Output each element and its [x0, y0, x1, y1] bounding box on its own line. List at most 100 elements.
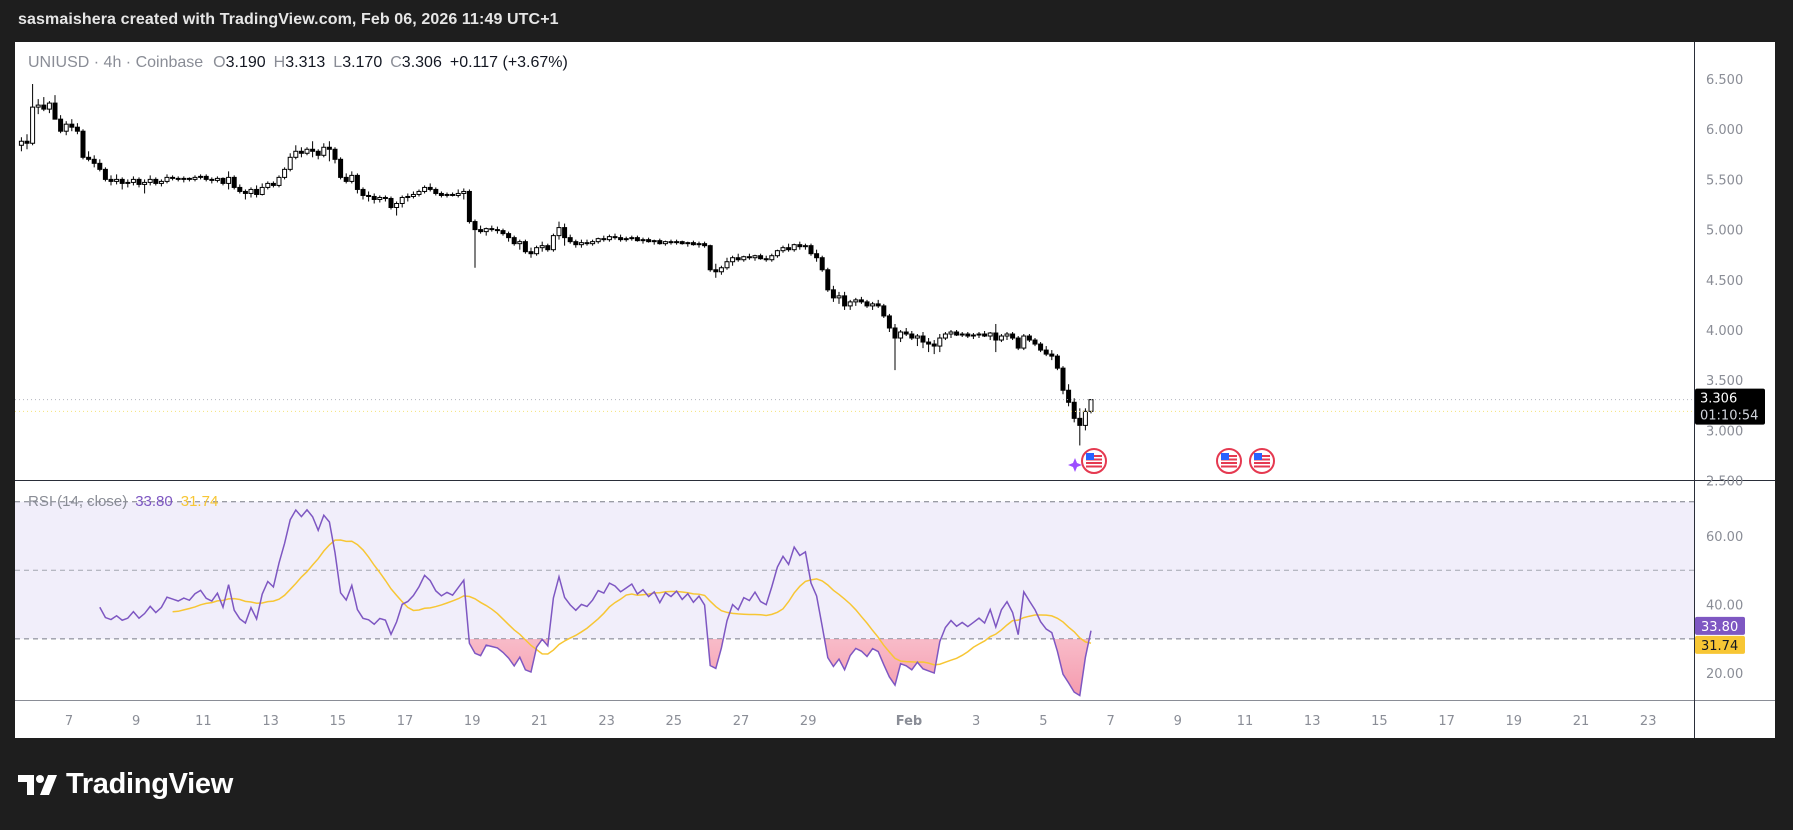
candle: [450, 192, 456, 197]
event-ring: [1081, 448, 1107, 474]
flag-stripe: [1221, 462, 1237, 464]
candle: [214, 176, 220, 183]
event-markers[interactable]: [1068, 448, 1275, 474]
candle-body-up: [774, 250, 780, 257]
candle: [494, 226, 500, 234]
candle-body-up: [394, 202, 400, 209]
candle-body-up: [976, 333, 982, 336]
candle-body-down: [1054, 355, 1060, 369]
candle-body-up: [410, 193, 416, 197]
us-flag-icon[interactable]: [1249, 448, 1275, 474]
candle-body-up: [248, 188, 254, 194]
candle-body-up: [405, 195, 411, 198]
candle-body-up: [321, 146, 327, 156]
candle-body-down: [965, 333, 971, 337]
us-flag-icon[interactable]: [1081, 448, 1107, 474]
rsi-ma-badge-text: 31.74: [1701, 639, 1738, 654]
candle: [718, 265, 724, 275]
candle: [539, 241, 545, 252]
tradingview-logo-icon: [18, 774, 57, 795]
time-tick-label: 15: [1371, 714, 1388, 729]
candle-body-down: [326, 146, 332, 150]
candle: [1004, 332, 1010, 341]
candle: [136, 177, 142, 188]
candle-body-down: [203, 175, 209, 180]
candle-body-down: [903, 331, 909, 335]
candle-body-down: [231, 176, 237, 188]
candle: [802, 243, 808, 250]
tradingview-logo[interactable]: TradingView: [18, 768, 233, 801]
time-tick-label: 11: [195, 714, 212, 729]
candle-body-down: [1038, 343, 1044, 351]
candle: [1082, 408, 1088, 431]
candle-body-up: [30, 106, 36, 144]
candle-body-up: [125, 181, 131, 184]
candle: [153, 177, 159, 186]
event-ring: [1216, 448, 1242, 474]
price-tick-label: 3.000: [1706, 424, 1743, 439]
candle-body-down: [91, 158, 97, 164]
candle: [713, 263, 719, 278]
price-axis[interactable]: 6.500 6.000 5.500 5.000 4.500 4.000 3.500 3.000…: [1695, 73, 1765, 490]
candle-body-up: [623, 238, 629, 241]
rsi-line: [99, 508, 1092, 697]
candle: [886, 313, 892, 333]
candle-body-down: [746, 256, 752, 259]
candle: [394, 201, 400, 216]
candle-body-down: [735, 257, 741, 261]
candle: [287, 153, 293, 172]
candle-body-up: [35, 104, 41, 108]
open-label: O: [213, 54, 226, 71]
candle-body-down: [338, 158, 344, 178]
last-price-badge: [1695, 388, 1765, 425]
candle-body-up: [416, 190, 422, 195]
candle: [584, 239, 590, 246]
candle-body-down: [567, 237, 573, 243]
candle: [780, 245, 786, 253]
candle-body-up: [293, 150, 299, 158]
candle-body-up: [948, 331, 954, 335]
candle-body-down: [612, 236, 618, 239]
candle-body-down: [864, 301, 870, 307]
candle: [444, 192, 450, 198]
candle: [836, 291, 842, 304]
candle-body-up: [595, 238, 601, 243]
candle: [993, 323, 999, 353]
candle: [483, 227, 489, 236]
rsi-oversold-fill: [469, 639, 1090, 696]
candle: [1071, 398, 1077, 423]
time-axis[interactable]: 7 9 11 13 15 17 19 21 23 25 27 29 Feb 3 5 7 9 11 13 15 17 19 2…: [65, 714, 1657, 729]
us-flag-icon[interactable]: [1216, 448, 1242, 474]
candle-body-down: [102, 168, 108, 180]
symbol-info[interactable]: UNIUSD · 4h · Coinbase: [28, 54, 204, 71]
rsi-axis[interactable]: 60.00 40.00 20.00 33.80 31.74: [1695, 530, 1745, 682]
candle: [1038, 342, 1044, 353]
candle-body-up: [998, 335, 1004, 341]
time-tick-label: 13: [262, 714, 279, 729]
candle: [226, 171, 232, 190]
candle-body-down: [186, 177, 192, 180]
candle-body-up: [114, 178, 120, 182]
candle: [326, 141, 332, 162]
candle-body-up: [534, 247, 540, 255]
rsi-title[interactable]: RSI (14, close): [28, 493, 128, 510]
candle-body-down: [298, 150, 304, 154]
candle-body-down: [909, 333, 915, 339]
candle-body-up: [791, 244, 797, 251]
candle: [690, 240, 696, 246]
candle: [80, 129, 86, 160]
candle-body-down: [1010, 333, 1016, 339]
candle: [595, 237, 601, 244]
candle-body-down: [1049, 353, 1055, 357]
flag-canton: [1086, 453, 1094, 460]
candle-body-down: [242, 190, 248, 194]
candle-body-down: [713, 269, 719, 273]
candle: [545, 243, 551, 252]
candle: [158, 179, 164, 187]
candle: [242, 189, 248, 200]
flag-stripe: [1254, 465, 1270, 468]
candle-body-up: [780, 247, 786, 252]
candle-body-down: [74, 126, 80, 132]
candle: [427, 183, 433, 192]
